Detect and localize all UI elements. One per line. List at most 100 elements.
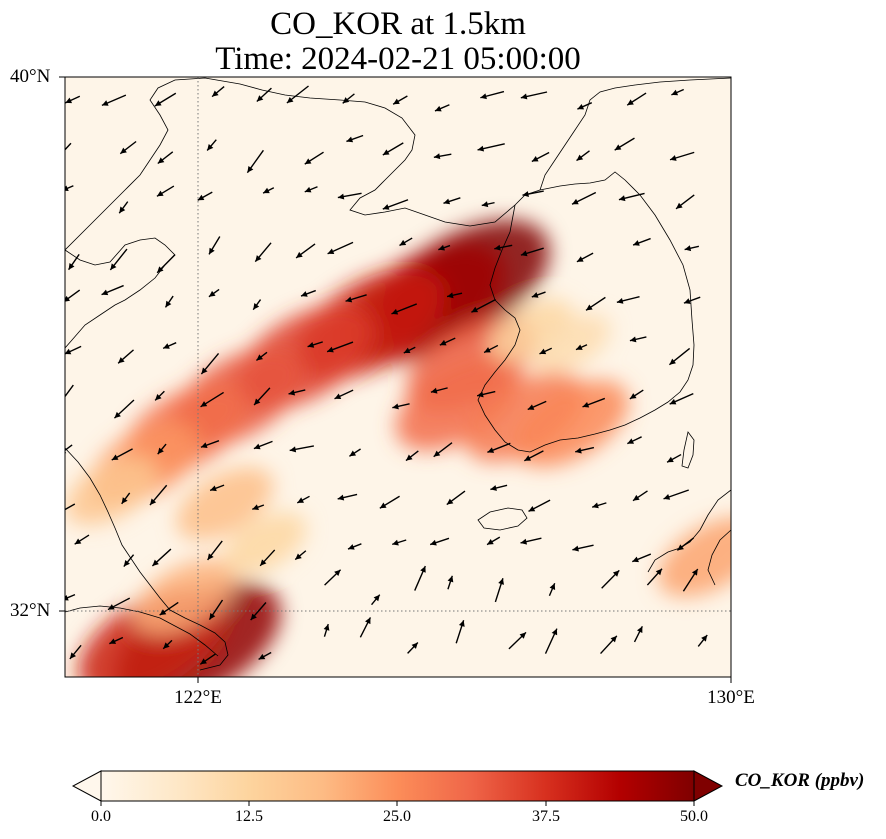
wind-arrow [481, 201, 495, 208]
wind-arrow [430, 387, 448, 394]
wind-arrow [208, 599, 224, 620]
wind-arrow [69, 644, 82, 660]
wind-arrow [627, 436, 642, 445]
wind-arrow [433, 442, 453, 458]
colorbar-extend-min [71, 770, 102, 802]
wind-arrow [346, 134, 364, 143]
wind-arrow [524, 450, 544, 462]
wind-arrow [300, 289, 316, 297]
wind-arrow [618, 192, 645, 202]
wind-arrow [675, 194, 695, 210]
wind-arrow [528, 499, 551, 513]
wind-arrow [304, 151, 324, 165]
wind-arrow [571, 191, 597, 205]
concentration-cell [531, 314, 611, 374]
wind-arrow [259, 549, 276, 567]
wind-arrow [209, 484, 225, 492]
colorbar-ticks [100, 801, 695, 806]
wind-arrow [159, 601, 179, 616]
wind-arrow [676, 537, 695, 551]
wind-arrow [199, 653, 216, 665]
wind-arrow [548, 582, 556, 596]
wind-arrow [591, 502, 607, 509]
wind-arrow [575, 344, 588, 351]
wind-arrow [576, 150, 590, 162]
wind-arrow [522, 190, 544, 197]
wind-arrow [487, 442, 511, 453]
colorbar-gradient [100, 770, 695, 802]
wind-arrow [371, 594, 381, 606]
wind-arrow [601, 569, 620, 589]
wind-arrow [582, 397, 606, 408]
wind-arrow [296, 495, 310, 504]
wind-arrow [121, 492, 131, 505]
colorbar-label: CO_KOR (ppbv) [735, 770, 865, 791]
wind-arrow [327, 241, 354, 255]
wind-arrow [162, 639, 173, 650]
wind-arrow [629, 336, 647, 343]
lat-label-32n: 32°N [10, 600, 51, 621]
map-subtitle: Time: 2024-02-21 05:00:00 [215, 41, 581, 77]
wind-arrow [154, 92, 177, 107]
colorbar-extend-max [693, 770, 724, 802]
wind-arrow [669, 392, 694, 405]
coastline-china-north [65, 77, 516, 251]
wind-arrow [359, 617, 372, 638]
wind-arrow [684, 245, 700, 252]
wind-arrow [477, 143, 505, 152]
wind-arrow [206, 139, 217, 151]
wind-arrow [490, 484, 508, 491]
wind-arrow [109, 636, 124, 645]
coastline-china-east [65, 447, 229, 671]
wind-arrow [520, 247, 544, 257]
lat-label-40n: 40°N [10, 66, 51, 87]
wind-arrow [671, 88, 684, 96]
wind-arrow [200, 353, 220, 375]
wind-arrow [288, 389, 306, 396]
wind-arrow [342, 93, 355, 104]
wind-arrow [446, 292, 463, 299]
wind-arrow [294, 550, 307, 561]
concentration-cell [657, 517, 731, 597]
wind-arrow [631, 553, 652, 563]
wind-arrow [439, 337, 456, 346]
colorbar-tick-label: 37.5 [532, 808, 560, 825]
wind-arrow [626, 92, 647, 106]
wind-arrow [65, 95, 81, 104]
lon-label-122e: 122°E [174, 687, 222, 708]
wind-arrow [392, 95, 408, 105]
wind-arrow [324, 569, 342, 586]
wind-arrow [156, 185, 175, 197]
wind-arrow [577, 102, 593, 110]
wind-arrow [669, 151, 695, 161]
colorbar-tick-label: 50.0 [680, 808, 708, 825]
concentration-cell [223, 512, 307, 575]
wind-arrow [119, 140, 137, 155]
coastline-korea-north [539, 77, 731, 191]
wind-arrow [349, 448, 361, 457]
wind-arrow [65, 142, 72, 151]
wind-arrow [65, 345, 82, 355]
wind-arrow [520, 537, 542, 545]
wind-arrow [250, 602, 267, 621]
wind-arrow [405, 450, 419, 462]
wind-arrow [111, 448, 133, 461]
wind-arrow [118, 201, 129, 214]
wind-arrow [455, 620, 465, 644]
wind-arrow [207, 540, 223, 561]
wind-arrow [262, 187, 275, 194]
wind-arrow [74, 534, 90, 545]
wind-arrow [113, 399, 135, 419]
wind-arrow [326, 341, 354, 353]
wind-arrow [382, 142, 404, 156]
wind-arrow [208, 288, 220, 298]
wind-arrow [632, 490, 648, 502]
wind-arrow [65, 289, 81, 302]
wind-arrow [149, 484, 168, 506]
coastlines [65, 77, 731, 671]
concentration-cell [513, 380, 629, 468]
colorbar-tick-label: 0.0 [91, 808, 111, 825]
wind-arrow [585, 296, 606, 311]
wind-arrow [572, 544, 594, 552]
